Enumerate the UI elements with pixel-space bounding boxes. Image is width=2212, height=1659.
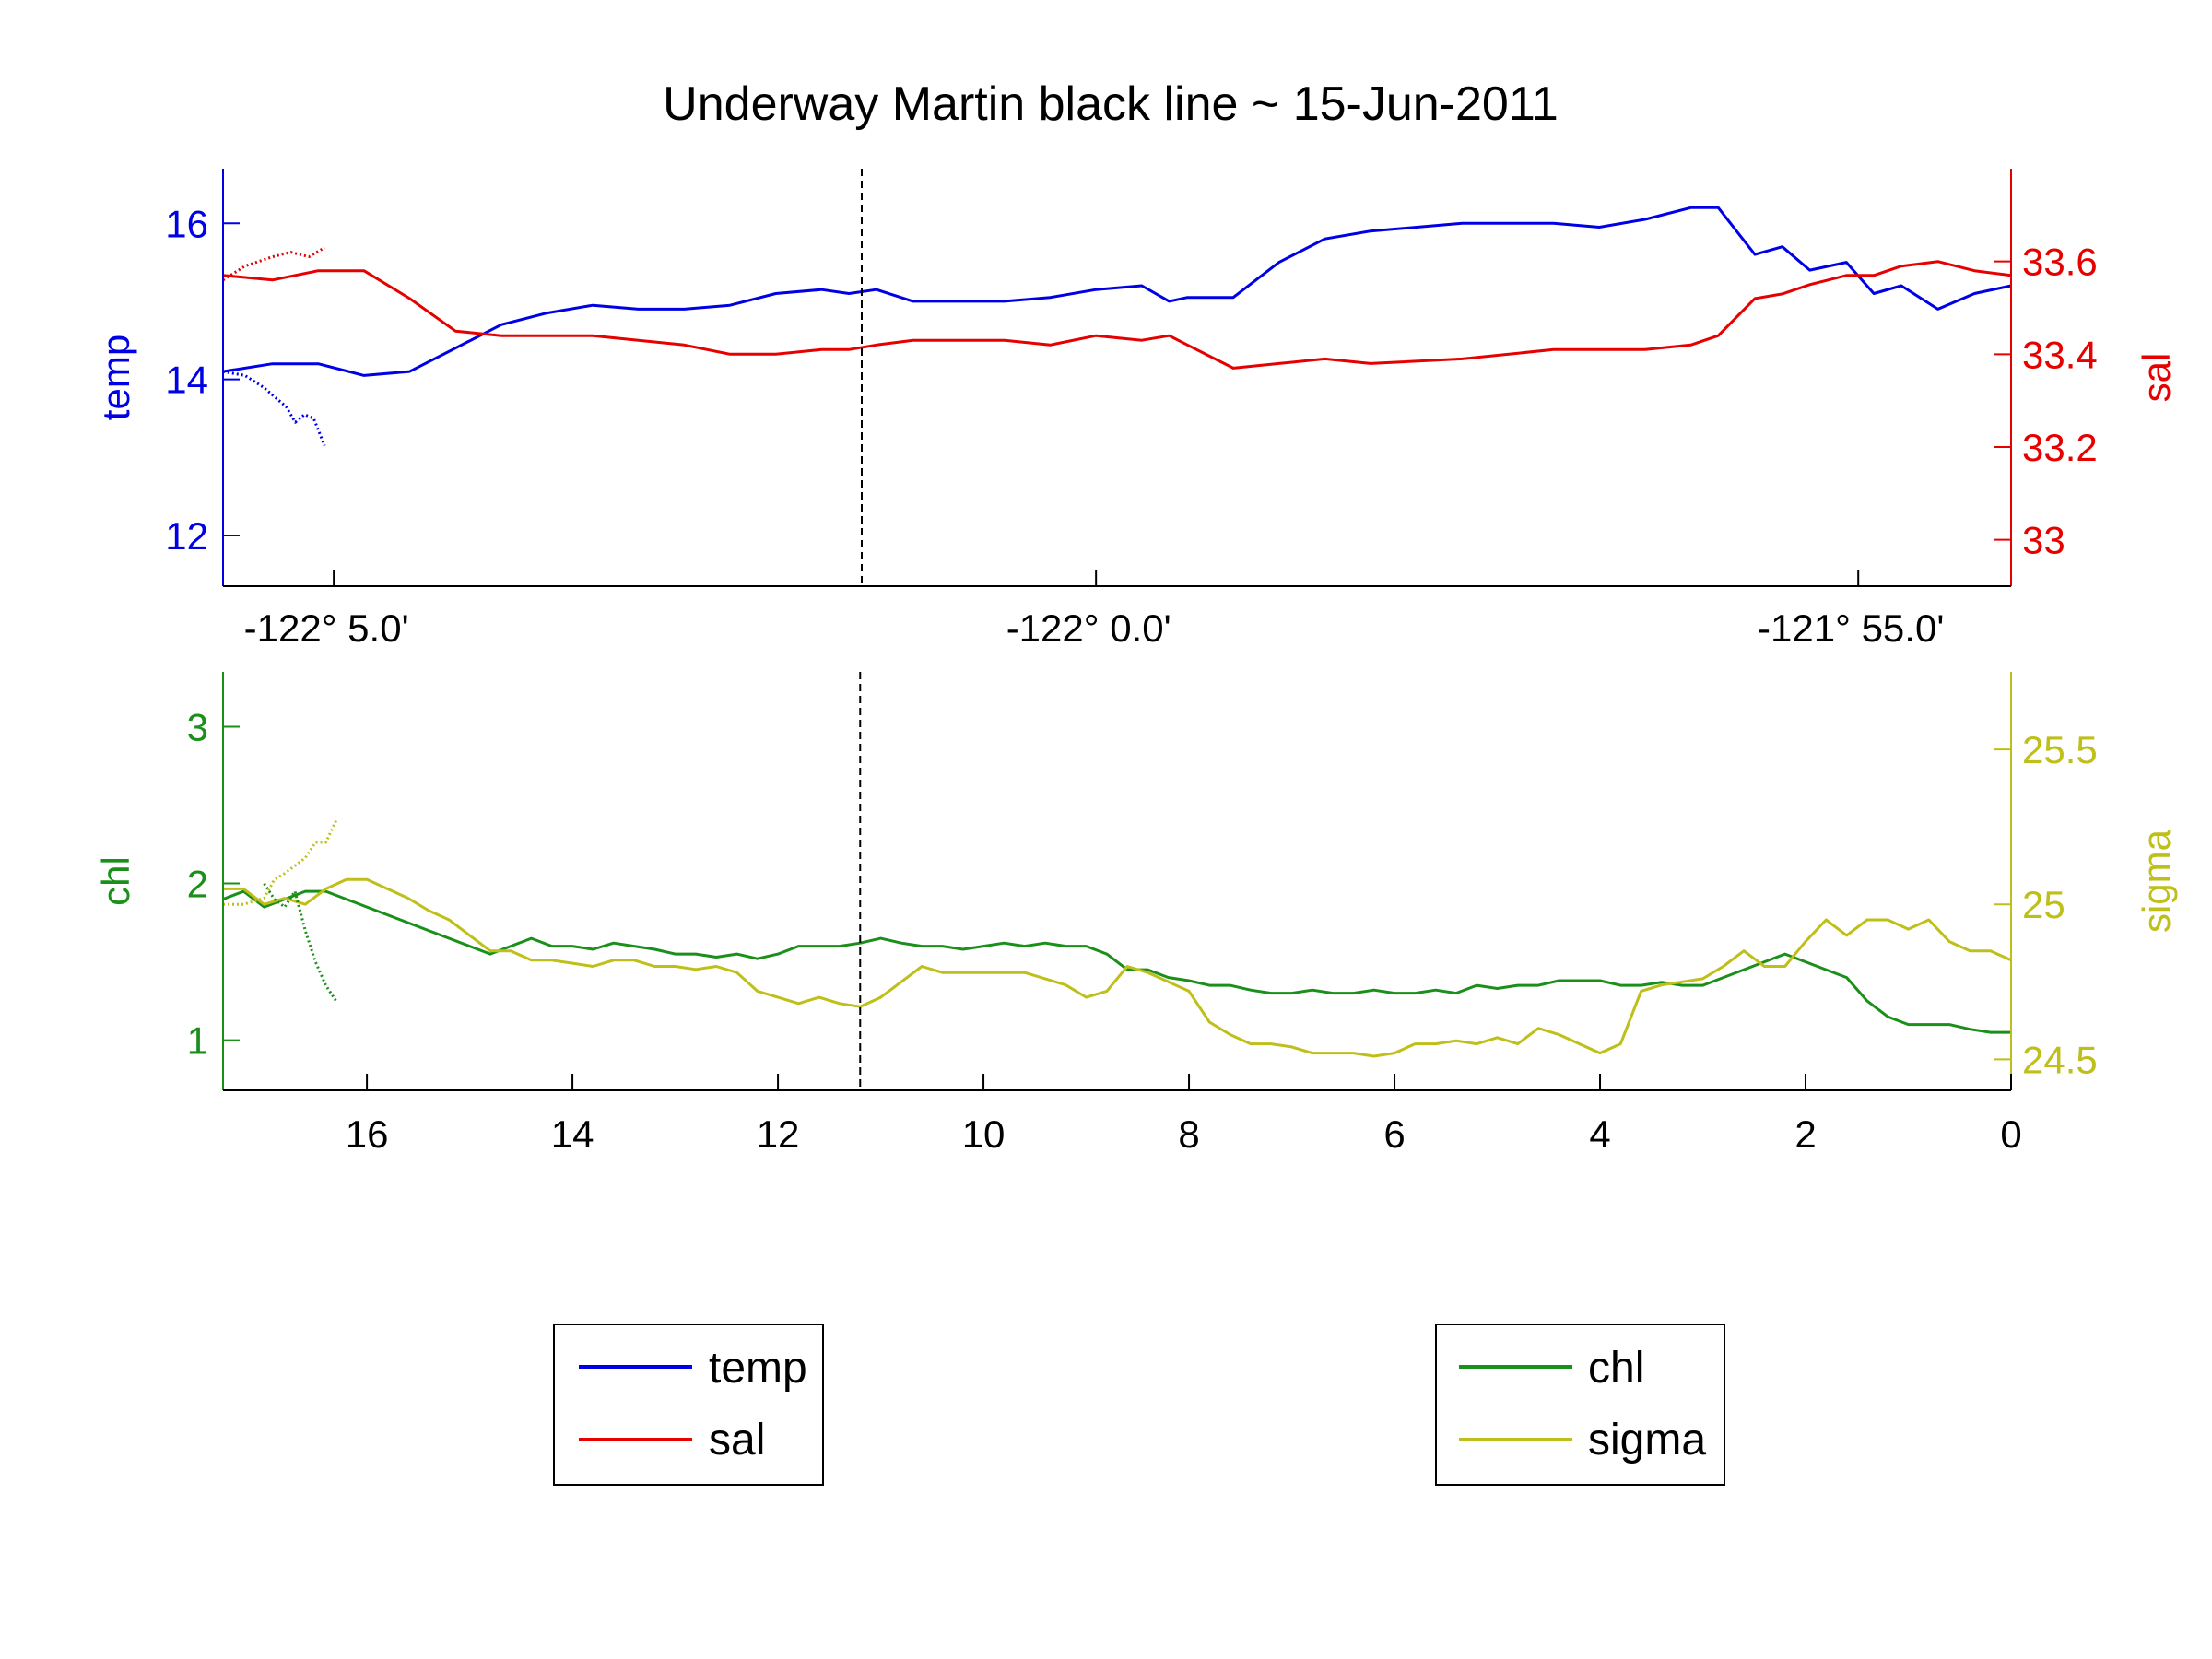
series-sigma-dotted-line — [223, 819, 337, 906]
legend-chl-label: chl — [1588, 1344, 1644, 1393]
left-axis-label: temp — [94, 335, 137, 420]
legend-temp-label: temp — [709, 1344, 807, 1393]
x-axis-tick-label: 10 — [962, 1112, 1006, 1156]
left-axis-label: chl — [94, 856, 137, 906]
left-axis-tick-label: 16 — [165, 202, 208, 245]
right-axis-tick-label: 33 — [2022, 519, 2065, 562]
series-sal-dotted-line — [222, 246, 325, 282]
series-chl-line — [222, 889, 2011, 1034]
right-axis-tick-label: 33.6 — [2022, 241, 2098, 284]
x-axis-tick-label: -121° 55.0' — [1758, 606, 1944, 650]
legend-chl-sigma: chl sigma — [1435, 1324, 1725, 1486]
left-axis-tick-label: 14 — [165, 359, 208, 402]
x-axis-tick-label: 6 — [1383, 1112, 1405, 1156]
x-axis-tick-label: 4 — [1589, 1112, 1610, 1156]
series-sal-line — [222, 260, 2012, 370]
legend-sal-label: sal — [709, 1416, 765, 1465]
right-axis-tick-label: 24.5 — [2022, 1038, 2098, 1081]
x-axis-tick-label: 14 — [551, 1112, 594, 1156]
x-axis-tick-label: 8 — [1178, 1112, 1199, 1156]
series-chl-dotted-line — [263, 882, 337, 1002]
series-temp-dotted-line — [222, 370, 326, 447]
right-axis-label: sal — [2135, 353, 2178, 403]
left-axis-tick-label: 2 — [187, 863, 208, 906]
x-axis-tick-label: -122° 5.0' — [244, 606, 409, 650]
right-axis-tick-label: 33.4 — [2022, 333, 2098, 376]
left-axis-tick-label: 12 — [165, 514, 208, 558]
right-axis-tick-label: 25.5 — [2022, 728, 2098, 771]
x-axis-tick-label: -122° 0.0' — [1006, 606, 1171, 650]
x-axis-tick-label: 12 — [757, 1112, 800, 1156]
series-sigma-line — [223, 877, 2012, 1058]
series-temp-line — [222, 206, 2012, 377]
right-axis-label: sigma — [2135, 829, 2178, 933]
right-axis-tick-label: 25 — [2022, 883, 2065, 926]
chart-title: Underway Martin black line ~ 15-Jun-2011 — [663, 77, 1559, 131]
legend-temp-sal: temp sal — [553, 1324, 824, 1486]
top-panel: 12 14 16 33 33.2 33.4 33.6 temp sal -122° 5.0' -12… — [94, 169, 2178, 650]
x-axis-tick-label: 2 — [1794, 1112, 1816, 1156]
left-axis-tick-label: 1 — [187, 1019, 208, 1063]
legend-sigma-label: sigma — [1588, 1416, 1706, 1465]
x-axis-tick-label: 16 — [346, 1112, 389, 1156]
x-axis-tick-label: 0 — [2000, 1112, 2021, 1156]
left-axis-tick-label: 3 — [187, 706, 208, 749]
right-axis-tick-label: 33.2 — [2022, 426, 2098, 469]
